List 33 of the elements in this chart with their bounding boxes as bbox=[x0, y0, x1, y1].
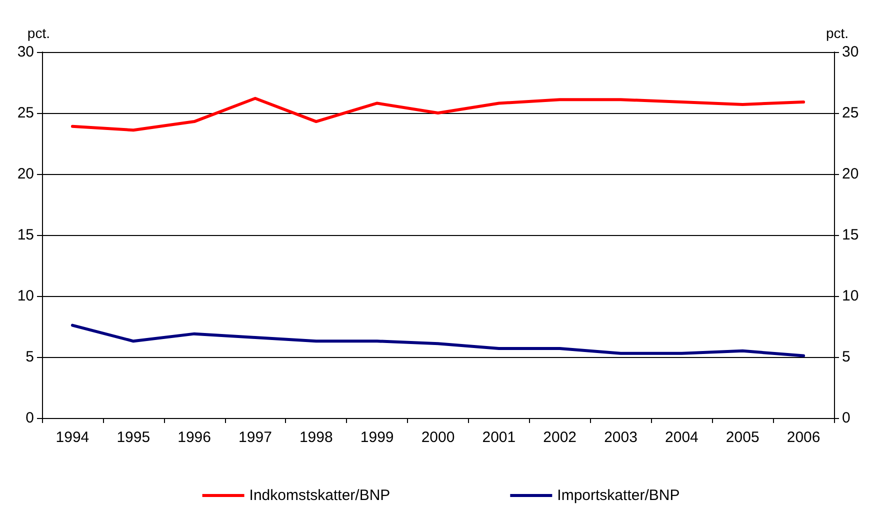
y-tick-label: 15 bbox=[17, 226, 34, 244]
x-tick-label: 1995 bbox=[116, 429, 150, 446]
y-tick-label: 10 bbox=[17, 288, 34, 304]
x-tick-label: 2000 bbox=[421, 429, 455, 446]
y2-tick-label: 20 bbox=[842, 166, 859, 182]
x-tick-label: 1997 bbox=[238, 429, 272, 446]
y-tick-label: 20 bbox=[17, 166, 34, 182]
y2-tick-label: 25 bbox=[842, 104, 859, 122]
y-tick-label: 5 bbox=[26, 348, 34, 366]
x-tick-label: 2003 bbox=[604, 429, 638, 446]
line-series bbox=[70, 324, 806, 358]
y2-tick-label: 0 bbox=[842, 410, 850, 426]
x-tick-label: 1999 bbox=[360, 429, 394, 446]
y-axis-title: pct. bbox=[27, 25, 50, 41]
y2-axis-title: pct. bbox=[826, 25, 849, 41]
x-tick-label: 1996 bbox=[178, 429, 211, 446]
line-series bbox=[70, 96, 806, 132]
y2-tick-label: 15 bbox=[842, 226, 859, 244]
y2-tick-label: 30 bbox=[842, 44, 859, 60]
y-tick-label: 30 bbox=[17, 44, 34, 60]
y2-tick-label: 5 bbox=[842, 348, 850, 366]
y2-tick-label: 10 bbox=[842, 288, 859, 304]
legend-label: Indkomstskatter/BNP bbox=[249, 487, 390, 504]
y-tick-label: 25 bbox=[17, 104, 34, 122]
x-tick-label: 2001 bbox=[482, 429, 516, 446]
x-tick-label: 2002 bbox=[543, 429, 577, 446]
y-tick-label: 0 bbox=[26, 410, 34, 426]
x-tick-label: 2005 bbox=[726, 429, 760, 446]
x-tick-label: 2006 bbox=[786, 429, 820, 446]
legend-label: Importskatter/BNP bbox=[557, 487, 680, 504]
x-tick-label: 1998 bbox=[299, 429, 333, 446]
x-tick-label: 2004 bbox=[665, 429, 698, 446]
x-tick-label: 1994 bbox=[56, 429, 90, 446]
